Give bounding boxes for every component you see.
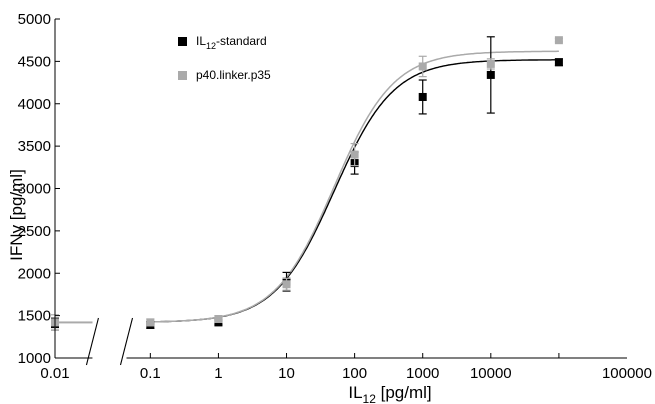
y-tick-label: 4000 [18,96,51,113]
x-axis-title-rest: [pg/ml] [376,383,432,402]
y-tick-label: 3000 [18,181,51,198]
x-axis-title-sub: 12 [363,392,377,404]
data-point-series-2 [486,59,495,68]
y-tick-label: 4500 [18,53,51,70]
y-tick-label: 3500 [18,138,51,155]
legend-label-series-1: IL12-standard [196,34,267,51]
fit-curves [55,50,559,324]
axis-break-mark-right [119,317,134,366]
y-tick-label: 2500 [18,223,51,240]
legend-label-series-1-main: IL [196,34,206,48]
y-tick-label: 5000 [18,11,51,28]
legend-label-series-2: p40.linker.p35 [196,68,271,82]
data-point-series-2 [418,62,427,71]
data-point-series-2 [146,318,155,327]
tick-labels: 1000 1500 2000 2500 3000 3500 4000 4500 5000 0.01… [18,11,652,382]
y-axis-title: IFNy [pg/ml] [7,169,26,261]
legend-label-series-1-sub: 12 [206,41,216,51]
axis-break-mark-left [85,317,99,366]
data-point-series-2 [214,315,223,324]
legend: IL12-standard p40.linker.p35 [178,34,271,82]
x-tick-label: 100 [342,365,367,382]
data-points [51,36,563,331]
axes [54,18,627,366]
y-tick-label: 1500 [18,308,51,325]
y-tick-label: 2000 [18,265,51,282]
legend-marker-series-1 [178,37,187,46]
data-point-series-2 [350,150,359,159]
x-tick-label: 100000 [602,365,652,382]
x-tick-label: 0.1 [140,365,161,382]
data-point-series-2 [282,280,291,289]
legend-marker-series-2 [178,71,187,80]
y-tick-label: 1000 [18,350,51,367]
fit-curve-series-1 [55,59,559,324]
x-tick-label: 0.01 [40,365,69,382]
x-tick-label: 1 [214,365,222,382]
x-tick-label: 1000 [406,365,439,382]
x-axis-title: IL12 [pg/ml] [348,383,431,404]
data-point-series-1 [554,58,563,67]
x-tick-label: 10 [278,365,295,382]
x-tick-label: 10000 [470,365,512,382]
data-point-series-2 [554,36,563,45]
data-point-series-1 [486,70,495,79]
legend-label-series-1-rest: -standard [216,34,267,48]
data-point-series-1 [418,92,427,101]
fit-curve-series-2 [55,50,559,324]
x-axis-title-main: IL [348,383,362,402]
